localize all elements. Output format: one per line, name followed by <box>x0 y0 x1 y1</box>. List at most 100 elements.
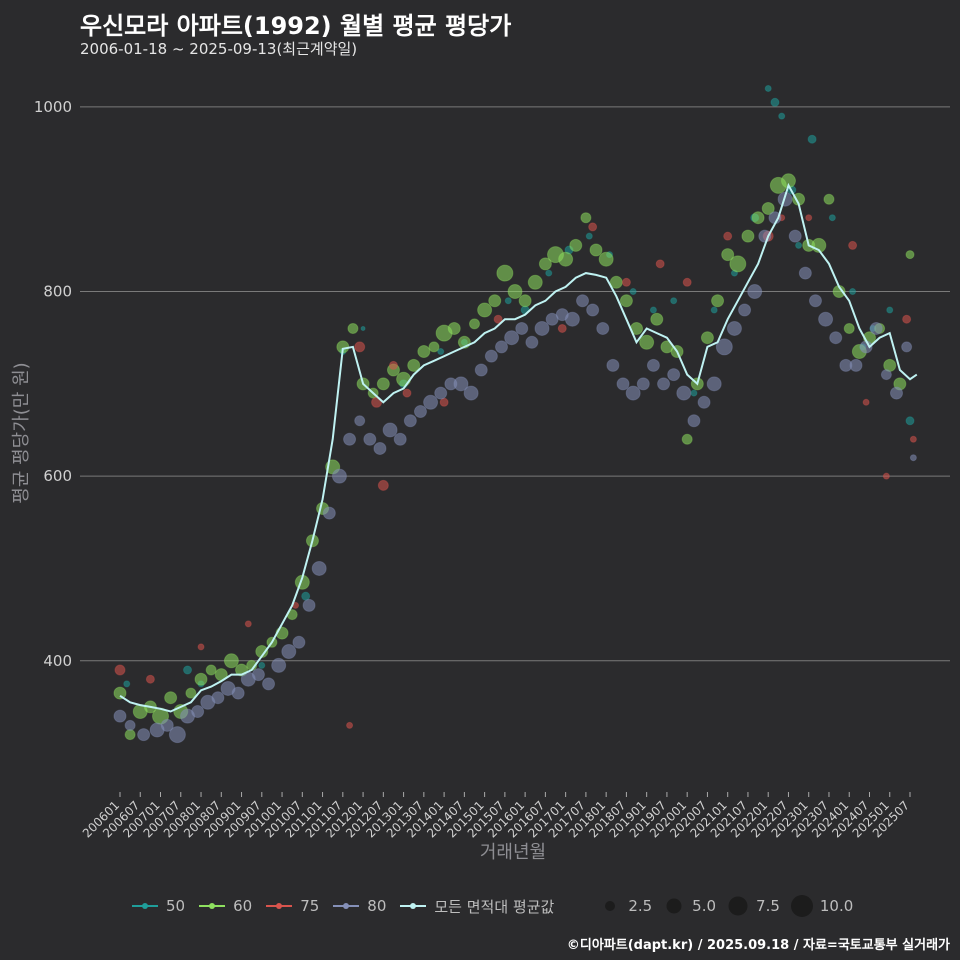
chart-subtitle: 2006-01-18 ~ 2025-09-13(최근계약일) <box>80 40 358 58</box>
data-point-50 <box>828 214 836 222</box>
data-point-80 <box>343 432 357 446</box>
data-point-80 <box>231 686 245 700</box>
data-point-60 <box>639 334 655 350</box>
data-point-75 <box>354 341 366 353</box>
legend-label-80: 80 <box>367 897 387 915</box>
data-point-60 <box>488 294 502 308</box>
data-point-60 <box>205 664 217 676</box>
data-point-75 <box>682 277 692 287</box>
data-point-60 <box>468 318 480 330</box>
data-point-80 <box>646 358 660 372</box>
data-point-80 <box>463 385 479 401</box>
size-legend-dot-4 <box>790 895 813 917</box>
legend: 50 60 75 80 모든 면적대 평균값 2.5 5.0 7.5 10.0 <box>130 894 863 918</box>
data-point-75 <box>805 214 813 222</box>
data-point-80 <box>262 677 276 691</box>
size-legend-dot-1 <box>605 901 616 911</box>
data-point-80 <box>160 718 174 732</box>
legend-label-75: 75 <box>300 897 320 915</box>
data-point-80 <box>484 349 498 363</box>
data-point-50 <box>360 325 366 331</box>
data-point-50 <box>807 134 817 144</box>
data-point-75 <box>439 397 449 407</box>
data-point-60 <box>496 264 514 282</box>
data-point-80 <box>889 386 903 400</box>
data-point-80 <box>738 303 752 317</box>
data-point-50 <box>795 241 803 249</box>
data-point-50 <box>649 306 657 314</box>
data-point-80 <box>494 340 508 354</box>
data-point-80 <box>453 376 469 392</box>
data-point-80 <box>515 321 529 335</box>
data-point-80 <box>616 377 630 391</box>
data-point-60 <box>124 729 136 741</box>
data-point-60 <box>741 229 755 243</box>
data-point-60 <box>843 322 855 334</box>
data-point-80 <box>798 266 812 280</box>
data-point-80 <box>113 709 127 723</box>
y-tick-label: 400 <box>43 652 72 670</box>
data-point-80 <box>423 394 439 410</box>
data-point-60 <box>761 201 775 215</box>
data-point-60 <box>538 257 552 271</box>
data-point-50 <box>183 665 193 675</box>
data-point-80 <box>697 395 711 409</box>
data-point-60 <box>751 211 765 225</box>
data-point-60 <box>518 294 532 308</box>
data-point-50 <box>585 232 593 240</box>
data-point-60 <box>347 322 359 334</box>
data-point-60 <box>650 312 664 326</box>
size-legend-label-1: 2.5 <box>628 897 653 915</box>
data-point-50 <box>778 112 786 120</box>
legend-swatch-avg <box>400 903 427 909</box>
size-legend-dot-2 <box>666 898 682 914</box>
x-axis-label: 거래년월 <box>479 842 547 863</box>
chart-title: 우신모라 아파트(1992) 월별 평균 평당가 <box>80 12 512 40</box>
data-point-75 <box>882 472 890 480</box>
legend-label-avg: 모든 면적대 평균값 <box>434 897 555 916</box>
size-legend-item-2: 5.0 <box>662 894 716 918</box>
data-point-75 <box>848 240 858 250</box>
legend-item-80: 80 <box>331 897 386 915</box>
data-point-80 <box>534 320 550 336</box>
data-point-80 <box>586 303 600 317</box>
data-point-80 <box>818 311 834 327</box>
data-point-50 <box>710 306 718 314</box>
data-point-80 <box>354 415 366 427</box>
data-point-50 <box>764 84 772 92</box>
data-point-60 <box>729 255 747 273</box>
data-point-60 <box>681 433 693 445</box>
data-point-80 <box>331 468 347 484</box>
data-point-80 <box>829 331 843 345</box>
data-point-80 <box>281 644 297 660</box>
data-point-80 <box>715 338 733 356</box>
legend-swatch-60 <box>199 903 226 909</box>
data-point-80 <box>747 284 763 300</box>
legend-label-60: 60 <box>233 897 253 915</box>
data-point-60 <box>609 275 623 289</box>
data-point-50 <box>258 661 266 669</box>
y-tick-label: 800 <box>43 283 72 301</box>
data-point-80 <box>168 726 186 744</box>
data-point-75 <box>909 435 917 443</box>
size-legend-item-3: 7.5 <box>726 894 780 918</box>
data-point-80 <box>667 368 681 382</box>
data-point-80 <box>564 311 580 327</box>
data-point-80 <box>311 560 327 576</box>
data-point-60 <box>164 691 178 705</box>
data-point-80 <box>706 376 722 392</box>
data-point-80 <box>657 377 671 391</box>
data-point-80 <box>808 294 822 308</box>
data-point-80 <box>211 691 225 705</box>
data-point-50 <box>437 348 445 356</box>
data-point-60 <box>417 345 431 359</box>
legend-swatch-75 <box>266 903 293 909</box>
data-point-60 <box>428 341 440 353</box>
scatter-chart: 4006008001000200601200607200701200707200… <box>34 84 950 841</box>
data-point-80 <box>636 377 650 391</box>
data-point-50 <box>886 306 894 314</box>
size-legend-label-4: 10.0 <box>819 897 854 915</box>
size-legend-dot-3 <box>728 896 748 916</box>
data-point-75 <box>723 231 733 241</box>
data-point-50 <box>301 591 311 601</box>
